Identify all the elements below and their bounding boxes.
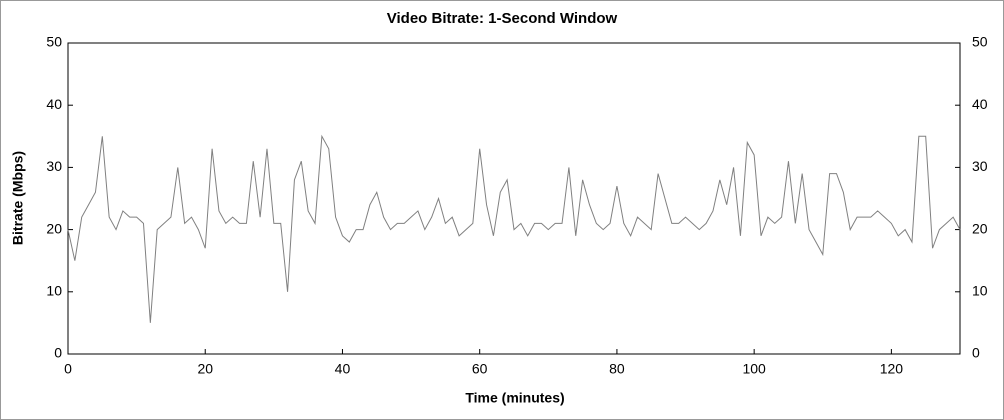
y2-tick-label: 10 [972,283,988,299]
x-tick-label: 20 [197,361,213,377]
y2-tick-label: 30 [972,158,988,174]
x-axis-label: Time (minutes) [465,390,564,406]
x-tick-label: 40 [335,361,351,377]
x-tick-label: 0 [64,361,72,377]
y-tick-label: 20 [46,220,62,236]
y-tick-label: 0 [54,345,62,361]
y2-tick-label: 50 [972,34,988,50]
chart-title: Video Bitrate: 1-Second Window [387,10,618,27]
y-tick-label: 40 [46,96,62,112]
y2-tick-label: 0 [972,345,980,361]
y2-tick-label: 40 [972,96,988,112]
x-tick-label: 120 [880,361,904,377]
x-tick-label: 60 [472,361,488,377]
x-tick-label: 80 [609,361,625,377]
y-tick-label: 10 [46,283,62,299]
x-tick-label: 100 [742,361,766,377]
y2-tick-label: 20 [972,220,988,236]
y-tick-label: 30 [46,158,62,174]
y-axis-label: Bitrate (Mbps) [10,151,26,245]
plot-area [67,42,961,355]
y-tick-label: 50 [46,34,62,50]
series-line [67,134,961,323]
